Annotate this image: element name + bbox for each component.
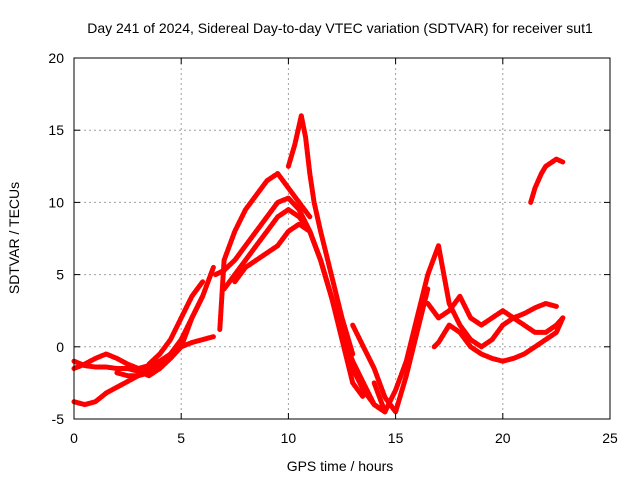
- series-line-5: [146, 279, 206, 367]
- x-axis-label: GPS time / hours: [287, 458, 394, 474]
- chart-title: Day 241 of 2024, Sidereal Day-to-day VTE…: [87, 20, 593, 36]
- y-tick-label: 20: [48, 50, 64, 66]
- series-line-14: [425, 293, 559, 328]
- series-line-10: [285, 113, 356, 357]
- y-tick-label: 5: [56, 267, 64, 283]
- series-line-4: [114, 293, 206, 379]
- plot-frame: [73, 57, 611, 420]
- y-tick-label: 0: [56, 339, 64, 355]
- y-axis-label: SDTVAR / TECUs: [6, 182, 22, 294]
- series-line-15: [528, 156, 566, 205]
- series-line-6: [217, 171, 313, 332]
- series-line-12: [371, 243, 566, 415]
- y-tick-label: 10: [48, 194, 64, 210]
- data-series: [71, 113, 566, 415]
- x-tick-label: 5: [177, 430, 185, 446]
- y-tick-label: 15: [48, 122, 64, 138]
- series-line-1: [71, 351, 163, 371]
- x-tick-label: 0: [70, 430, 78, 446]
- x-tick-label: 15: [388, 430, 404, 446]
- x-tick-label: 20: [495, 430, 511, 446]
- series-line-13: [431, 315, 566, 364]
- x-tick-label: 25: [602, 430, 618, 446]
- y-tick-label: -5: [52, 411, 65, 427]
- axis-ticks: 0 5 10 15 20 25 -5 0 5 10 15 20: [48, 50, 618, 446]
- series-line-8: [221, 207, 388, 415]
- x-tick-label: 10: [281, 430, 297, 446]
- series-line-9: [232, 221, 388, 415]
- grid: [74, 58, 610, 419]
